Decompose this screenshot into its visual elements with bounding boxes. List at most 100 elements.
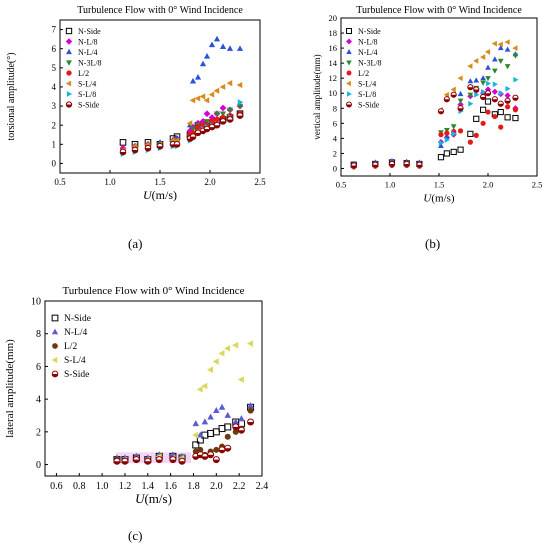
- legend-marker: [52, 343, 58, 349]
- y-tick-label: 1: [52, 139, 57, 149]
- data-point: [194, 95, 201, 102]
- y-tick-label: 0: [52, 159, 57, 169]
- data-point: [203, 52, 211, 59]
- data-point: [203, 110, 211, 118]
- data-point: [473, 58, 479, 64]
- data-point: [372, 161, 379, 168]
- data-point: [485, 76, 491, 82]
- data-point: [186, 120, 193, 127]
- data-point: [178, 457, 186, 465]
- data-point: [512, 107, 519, 113]
- legend-marker: [66, 48, 72, 55]
- data-point: [232, 428, 239, 435]
- legend-label: S-L/4: [64, 356, 86, 366]
- data-point: [132, 456, 140, 464]
- data-point: [443, 150, 450, 157]
- marker-fill: [485, 93, 491, 96]
- panel-label-a: (a): [128, 236, 143, 251]
- y-tick-label: 7: [52, 25, 57, 35]
- data-point: [457, 90, 464, 97]
- panel-label-c: (c): [128, 528, 143, 543]
- data-point: [480, 80, 486, 86]
- data-point: [350, 162, 357, 169]
- data-point: [212, 456, 220, 464]
- data-point: [131, 146, 139, 154]
- legend-marker: [51, 370, 59, 378]
- x-axis-label-variable: U: [135, 491, 146, 506]
- x-axis-label-unit: (m/s): [152, 188, 177, 202]
- data-point: [504, 92, 511, 99]
- data-point: [480, 106, 487, 113]
- x-tick-label: 0.6: [50, 481, 63, 492]
- x-tick-label: 0.5: [54, 177, 66, 187]
- marker-fill: [346, 104, 352, 107]
- series-s-side: [119, 112, 244, 156]
- data-point: [497, 58, 504, 65]
- legend-label: L/2: [78, 69, 89, 78]
- chart-title: Turbulence Flow with 0° Wind Incidence: [77, 5, 243, 16]
- data-point: [438, 142, 444, 148]
- legend-label: L/2: [64, 342, 77, 352]
- legend: N-Side N-L/8N-L/4 N-3L/8L/2 S-L/4S-L/8 S-Sid…: [65, 27, 102, 110]
- data-point: [194, 74, 202, 80]
- marker-fill: [174, 144, 180, 148]
- x-tick-label: 2.5: [254, 177, 266, 187]
- marker-fill: [219, 449, 226, 453]
- y-tick-label: 8: [36, 329, 41, 340]
- legend-label: N-Side: [358, 27, 381, 36]
- chart-panel-lateral: Turbulence Flow with 0° Wind Incidence 0.…: [4, 285, 268, 506]
- data-point: [450, 86, 456, 93]
- data-point: [505, 104, 511, 110]
- marker-fill: [232, 426, 239, 430]
- data-point: [512, 45, 518, 51]
- data-point: [236, 112, 244, 119]
- data-point: [189, 97, 196, 104]
- data-point: [513, 76, 519, 83]
- legend-label: N-3L/8: [78, 59, 102, 68]
- legend-label: N-3L/8: [358, 59, 382, 68]
- marker-fill: [512, 97, 519, 101]
- legend-label: N-L/8: [358, 38, 378, 47]
- data-point: [498, 124, 504, 130]
- x-tick-label: 2.0: [210, 481, 223, 492]
- data-point: [226, 45, 234, 51]
- y-tick-label: 4: [36, 395, 41, 406]
- data-point: [203, 97, 210, 104]
- marker-fill: [207, 454, 214, 458]
- marker-fill: [179, 461, 186, 465]
- marker-fill: [169, 459, 176, 463]
- marker-fill: [120, 151, 126, 155]
- legend-label: S-Side: [78, 101, 100, 110]
- legend-marker: [346, 28, 352, 34]
- y-tick-label: 2: [52, 120, 57, 130]
- legend-label: N-L/8: [78, 38, 98, 47]
- series-s-side: [350, 84, 519, 169]
- data-point: [403, 160, 410, 168]
- legend-label: S-Side: [358, 101, 380, 110]
- data-point: [207, 366, 214, 373]
- data-point: [113, 457, 121, 465]
- x-tick-label: 1.8: [187, 481, 200, 492]
- data-point: [438, 132, 444, 138]
- data-point: [236, 103, 244, 110]
- y-axis-label: vertical amplitude(mm): [312, 54, 322, 139]
- x-tick-label: 2.0: [204, 177, 216, 187]
- data-point: [218, 350, 225, 357]
- data-point: [481, 88, 487, 95]
- series-l-2: [351, 104, 519, 170]
- data-point: [247, 418, 255, 426]
- marker-fill: [113, 461, 120, 465]
- data-point: [237, 99, 244, 106]
- x-tick-label: 1.0: [104, 177, 116, 187]
- data-point: [156, 142, 164, 150]
- legend-marker: [66, 60, 72, 66]
- x-tick-label: 2.2: [233, 481, 246, 492]
- data-point: [504, 39, 510, 45]
- marker-fill: [451, 94, 457, 98]
- legend: N-Side N-L/4 L/2 S-L/4 S-Side: [51, 314, 91, 380]
- data-point: [497, 44, 504, 51]
- data-point: [121, 457, 129, 465]
- marker-fill: [505, 100, 511, 104]
- data-point: [512, 114, 519, 122]
- x-tick-label: 1.5: [154, 177, 166, 187]
